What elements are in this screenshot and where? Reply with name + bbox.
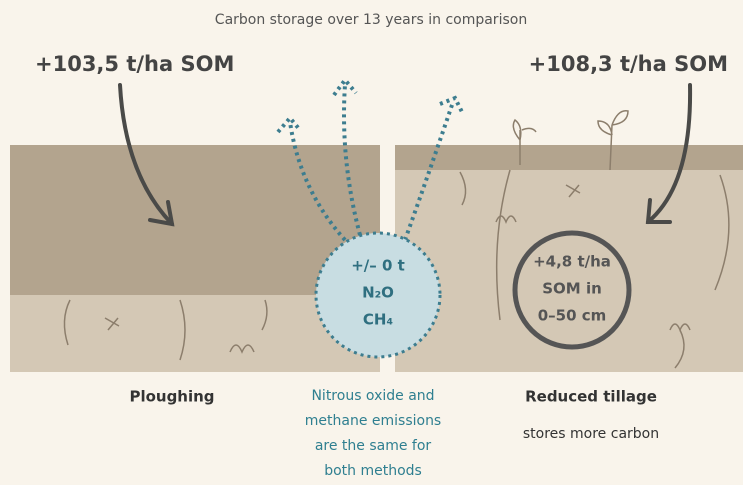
circle-text: 0–50 cm	[538, 307, 607, 325]
method-note: stores more carbon	[523, 426, 659, 442]
title: Carbon storage over 13 years in comparis…	[215, 12, 527, 28]
circle-text: SOM in	[542, 280, 602, 298]
circle-text: +4,8 t/ha	[533, 253, 611, 271]
circle-text: +/– 0 t	[351, 257, 405, 275]
caption: both methods	[324, 463, 422, 479]
caption: Nitrous oxide and	[311, 388, 434, 404]
left-amount: +103,5 t/ha SOM	[35, 52, 234, 76]
right-amount: +108,3 t/ha SOM	[529, 52, 728, 76]
circle-text: CH₄	[363, 311, 393, 329]
caption: methane emissions	[305, 413, 441, 429]
method-label: Ploughing	[129, 388, 214, 406]
topsoil-right	[395, 145, 743, 170]
caption: are the same for	[315, 438, 432, 454]
circle-text: N₂O	[362, 284, 394, 302]
infographic: Carbon storage over 13 years in comparis…	[0, 0, 743, 485]
method-label: Reduced tillage	[525, 388, 657, 406]
